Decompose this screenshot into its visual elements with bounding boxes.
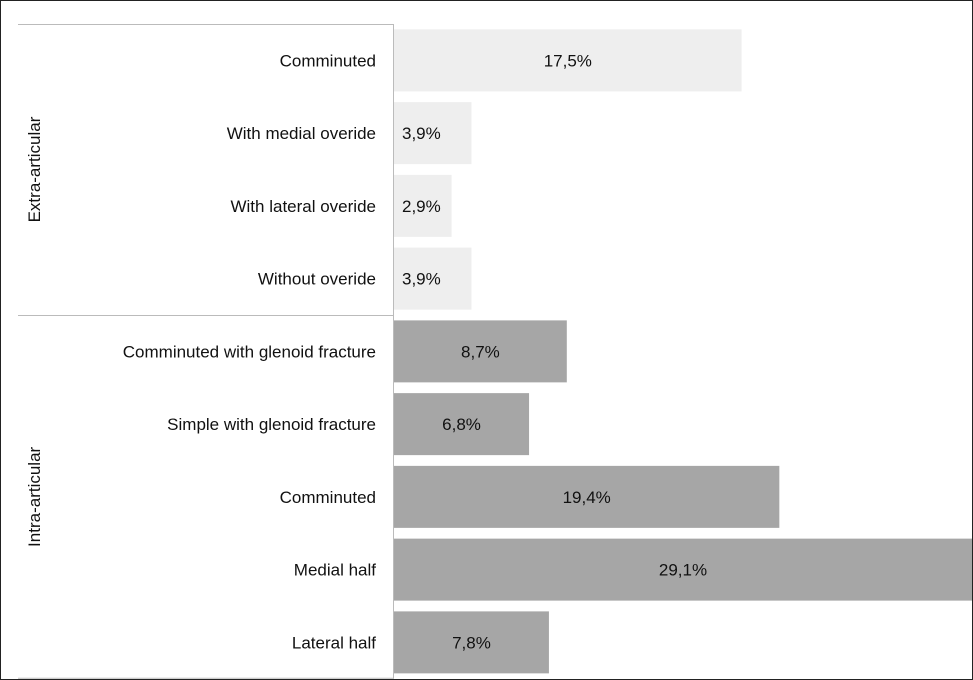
value-label-1-4: 7,8% — [452, 633, 491, 652]
value-label-1-3: 29,1% — [659, 561, 707, 580]
category-label-0-3: Without overide — [258, 270, 376, 289]
bar-1-4 — [394, 611, 549, 674]
group-label-1: Intra-articular — [25, 446, 44, 546]
value-labels: 17,5% 3,9% 2,9% 3,9% 8,7% 6,8% 19,4% 29,1% 7,8% — [402, 51, 707, 652]
category-label-1-4: Lateral half — [292, 633, 376, 652]
category-label-1-1: Simple with glenoid fracture — [167, 415, 376, 434]
category-label-1-0: Comminuted with glenoid fracture — [123, 342, 376, 361]
bar-1-2 — [394, 465, 780, 528]
category-label-0-2: With lateral overide — [230, 197, 376, 216]
category-label-0-1: With medial overide — [227, 124, 376, 143]
bar-1-3 — [394, 538, 972, 601]
bar-1-0 — [394, 320, 567, 383]
bars — [394, 29, 972, 674]
category-label-0-0: Comminuted — [280, 51, 376, 70]
bar-0-1 — [394, 102, 472, 165]
value-label-0-3: 3,9% — [402, 270, 441, 289]
category-label-1-3: Medial half — [294, 561, 376, 580]
bar-0-0 — [394, 29, 742, 92]
value-label-0-1: 3,9% — [402, 124, 441, 143]
value-label-0-2: 2,9% — [402, 197, 441, 216]
bar-0-2 — [394, 174, 452, 237]
value-label-0-0: 17,5% — [544, 51, 592, 70]
bar-1-1 — [394, 393, 530, 456]
value-label-1-0: 8,7% — [461, 342, 500, 361]
value-label-1-2: 19,4% — [563, 488, 611, 507]
category-labels: Comminuted With medial overide With latera… — [123, 51, 377, 652]
category-label-1-2: Comminuted — [280, 488, 376, 507]
group-labels: Extra-articular Intra-articular — [25, 116, 44, 547]
bar-0-3 — [394, 247, 472, 310]
group-label-0: Extra-articular — [25, 116, 44, 222]
value-label-1-1: 6,8% — [442, 415, 481, 434]
